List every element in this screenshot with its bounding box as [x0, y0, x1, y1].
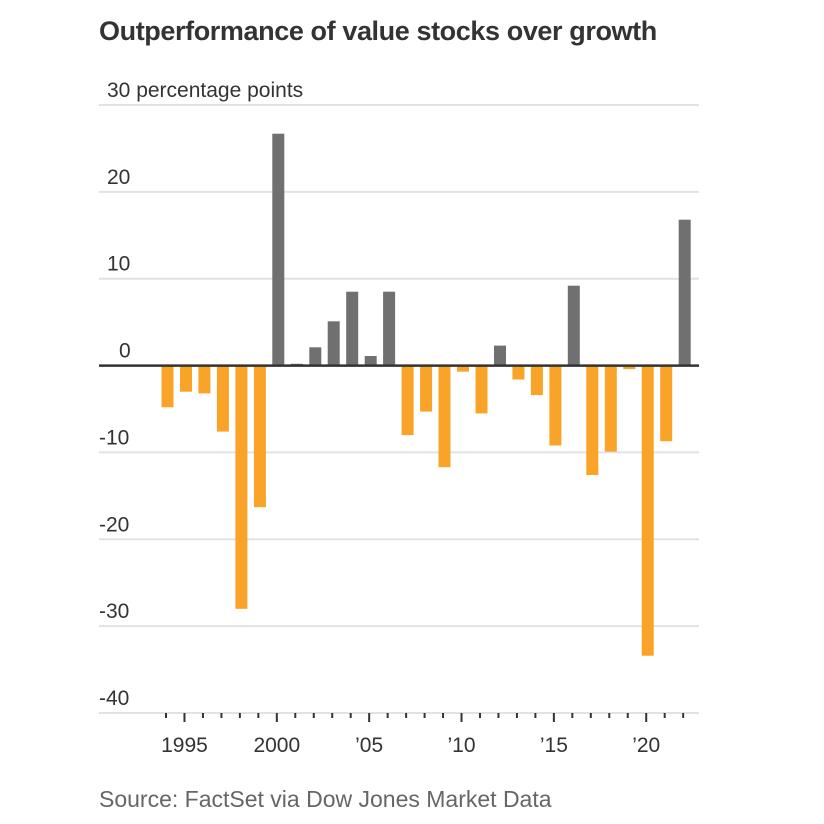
bar-2008: [420, 365, 433, 412]
bar-2006: [383, 291, 396, 366]
bar-2000: [272, 133, 285, 366]
y-tick-label: -30: [99, 600, 129, 623]
bar-1999: [253, 365, 266, 508]
bar-1997: [216, 365, 229, 432]
x-tick-label: ’10: [448, 734, 476, 757]
gridlines: [99, 104, 699, 714]
chart-title: Outperformance of value stocks over grow…: [99, 16, 657, 46]
bar-2014: [530, 365, 543, 396]
y-tick-label: -10: [99, 426, 129, 449]
bar-2013: [512, 365, 525, 380]
bar-2004: [346, 291, 359, 366]
bar-2005: [364, 356, 377, 366]
bar-2017: [586, 365, 599, 475]
y-tick-label: 10: [107, 253, 130, 276]
bar-2016: [567, 285, 580, 366]
bar-2009: [438, 365, 451, 468]
bar-2007: [401, 365, 414, 436]
y-tick-label: 20: [107, 166, 130, 189]
bars: [161, 133, 691, 656]
bar-2010: [457, 365, 469, 372]
bar-2011: [475, 365, 488, 414]
bar-2012: [494, 345, 506, 366]
y-axis-labels: 30 percentage points 20 10 0 -10 -20 -30 -40: [99, 79, 303, 710]
x-tick-label: 1995: [161, 734, 208, 757]
bar-1996: [198, 365, 211, 394]
x-tick-label: 2000: [253, 734, 300, 757]
bar-2021: [660, 365, 673, 442]
x-axis: [99, 364, 699, 722]
x-tick-label: ’20: [632, 734, 660, 757]
bar-2018: [604, 365, 617, 452]
y-tick-label: 0: [119, 340, 131, 363]
bar-2003: [327, 321, 340, 366]
bar-2015: [549, 365, 562, 446]
bar-2002: [309, 347, 322, 366]
y-tick-label: -40: [99, 687, 129, 710]
x-tick-label: ’05: [355, 734, 383, 757]
bar-1995: [180, 365, 192, 392]
y-tick-label: -20: [99, 513, 129, 536]
bar-2022: [678, 219, 691, 366]
bar-1998: [235, 365, 248, 609]
y-tick-label: 30 percentage points: [107, 79, 303, 102]
x-tick-label: ’15: [540, 734, 568, 757]
bar-2019: [623, 365, 636, 370]
bar-2020: [641, 365, 654, 656]
bar-1994: [161, 365, 174, 408]
x-axis-labels: 1995 2000 ’05 ’10 ’15 ’20: [161, 734, 660, 757]
source-note: Source: FactSet via Dow Jones Market Dat…: [99, 786, 552, 812]
